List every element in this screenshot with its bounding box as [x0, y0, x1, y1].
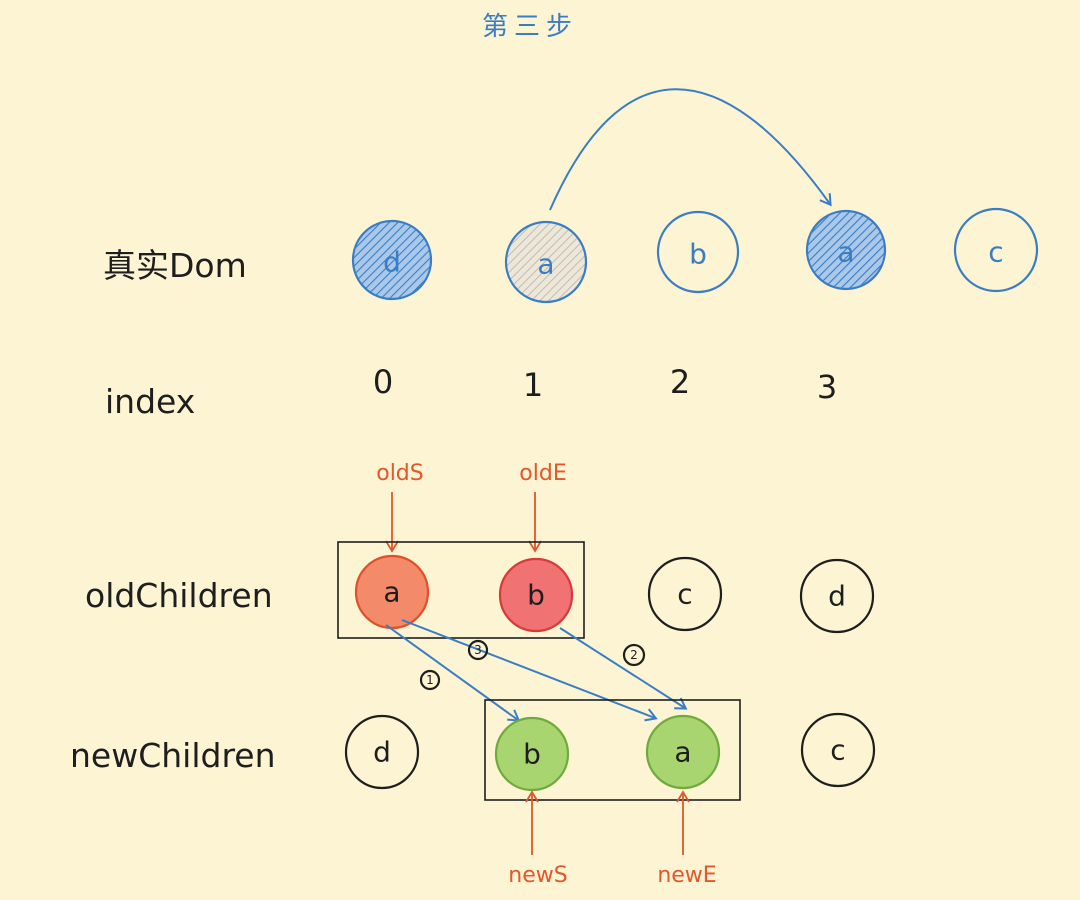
step-marker: 3 — [467, 639, 489, 661]
compare-arrow-step-1 — [385, 624, 521, 722]
node-label: b — [689, 238, 707, 271]
new-child-node: d — [344, 714, 420, 790]
node-label: a — [537, 248, 554, 281]
index-value: 1 — [523, 366, 543, 404]
real-dom-node: d — [351, 219, 433, 301]
compare-arrow-step-2 — [559, 627, 688, 710]
move-arc-arrow — [549, 88, 832, 211]
row-label-index: index — [105, 382, 195, 421]
new-child-node: c — [800, 712, 876, 788]
old-child-node: a — [354, 554, 430, 630]
new-child-node: a — [645, 714, 721, 790]
index-value: 2 — [670, 363, 690, 401]
row-label-old-children: oldChildren — [85, 576, 273, 615]
new-child-node: b — [494, 716, 570, 792]
node-label: c — [830, 734, 845, 767]
row-label-new-children: newChildren — [70, 736, 276, 775]
node-label: c — [677, 578, 692, 611]
step-number: 3 — [474, 643, 482, 657]
node-label: c — [988, 236, 1003, 269]
node-label: a — [383, 576, 400, 609]
node-label: d — [828, 580, 846, 613]
node-label: d — [373, 736, 391, 769]
index-value: 3 — [817, 368, 837, 406]
real-dom-node: c — [953, 207, 1039, 293]
real-dom-node: a — [805, 209, 887, 291]
step-marker: 1 — [419, 669, 441, 691]
compare-arrow-step-3 — [401, 619, 658, 722]
node-label: d — [383, 246, 401, 279]
step-number: 1 — [426, 673, 434, 687]
old-start-pointer-label: oldS — [376, 461, 424, 486]
real-dom-node: a — [504, 220, 588, 304]
index-value: 0 — [373, 363, 393, 401]
diagram-title: 第三步 — [482, 12, 578, 42]
node-label: a — [837, 236, 854, 269]
node-label: b — [527, 579, 545, 612]
node-label: a — [674, 736, 691, 769]
step-marker: 2 — [622, 643, 646, 667]
new-start-pointer-label: newS — [508, 863, 567, 888]
old-window-box — [337, 541, 585, 639]
node-label: b — [523, 738, 541, 771]
row-label-real-dom: 真实Dom — [103, 246, 247, 285]
old-child-node: d — [799, 558, 875, 634]
new-end-pointer-label: newE — [657, 863, 716, 888]
real-dom-node: b — [656, 210, 740, 294]
old-child-node: b — [498, 557, 574, 633]
new-window-box — [484, 699, 741, 801]
old-child-node: c — [647, 556, 723, 632]
step-number: 2 — [630, 648, 638, 662]
old-end-pointer-label: oldE — [519, 461, 566, 486]
